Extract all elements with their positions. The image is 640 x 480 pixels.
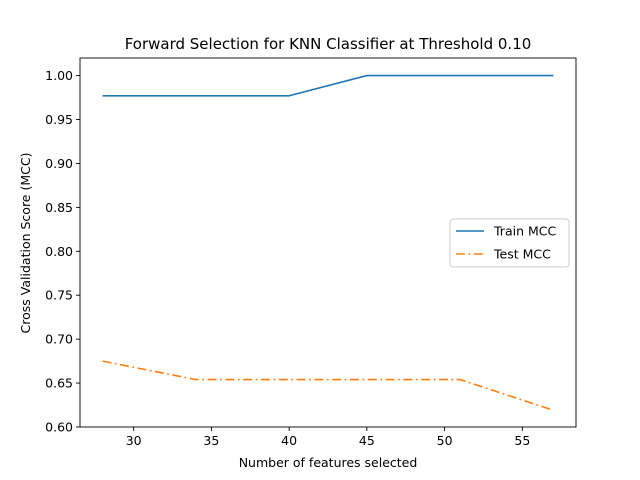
legend: Train MCC Test MCC — [449, 218, 570, 268]
chart-title: Forward Selection for KNN Classifier at … — [125, 35, 532, 53]
x-tick-label: 45 — [359, 433, 375, 448]
y-axis-label: Cross Validation Score (MCC) — [18, 153, 33, 334]
y-tick-label: 0.95 — [45, 112, 73, 127]
legend-label-train: Train MCC — [493, 224, 556, 239]
axes-frame — [79, 57, 577, 428]
plot-area: 30 35 40 45 50 55 0.60 0.65 0.70 0.75 0.80 0.85 0.90… — [45, 57, 577, 448]
y-tick-label: 0.75 — [45, 288, 73, 303]
y-tick-label: 0.90 — [45, 156, 73, 171]
x-axis-label: Number of features selected — [239, 455, 418, 470]
x-tick-label: 30 — [126, 433, 142, 448]
x-tick-label: 35 — [203, 433, 219, 448]
x-tick-label: 55 — [514, 433, 530, 448]
y-tick-label: 0.60 — [45, 420, 73, 435]
x-tick-label: 50 — [437, 433, 453, 448]
y-tick-label: 0.70 — [45, 332, 73, 347]
y-tick-label: 0.65 — [45, 376, 73, 391]
series-line-train — [102, 74, 554, 97]
y-tick-label: 0.80 — [45, 244, 73, 259]
legend-label-test: Test MCC — [493, 247, 551, 262]
y-tick-label: 1.00 — [45, 68, 73, 83]
x-tick-label: 40 — [281, 433, 297, 448]
y-tick-label: 0.85 — [45, 200, 73, 215]
series-line-test — [102, 360, 554, 412]
